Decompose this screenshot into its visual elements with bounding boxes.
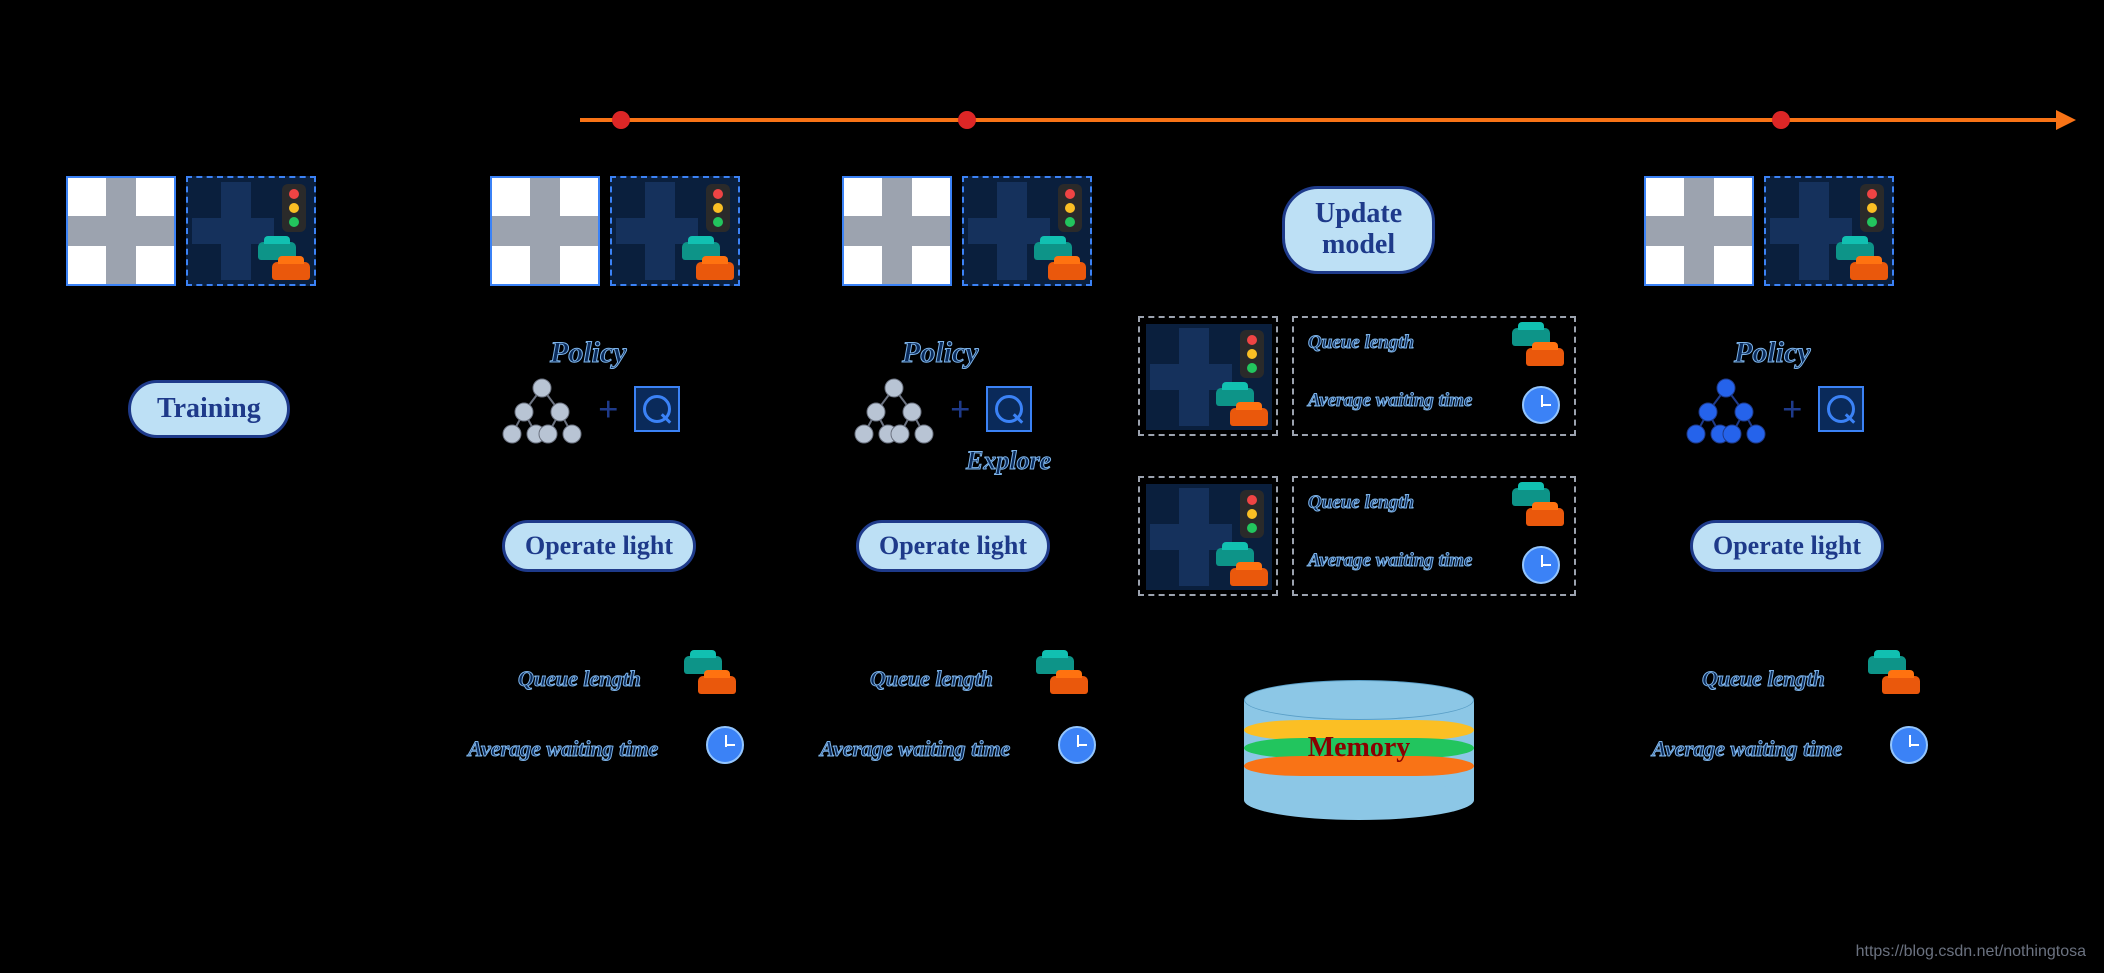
memory-label: Memory (1244, 732, 1474, 764)
operate-light-pill: Operate light (856, 520, 1050, 572)
cars-icon (1512, 328, 1564, 366)
tree-icon (1686, 376, 1766, 446)
intersection-icon (490, 176, 600, 286)
timeline (580, 118, 2060, 122)
policy-label: Policy (902, 336, 979, 370)
state-icon (1764, 176, 1894, 286)
clock-icon (1522, 546, 1560, 584)
cars-icon (684, 656, 736, 694)
state-icon (610, 176, 740, 286)
queue-length-label: Queue length (870, 666, 993, 692)
operate-light-label: Operate light (879, 531, 1027, 561)
avg-wait-label: Average waiting time (1308, 550, 1472, 572)
cars-icon (1512, 488, 1564, 526)
cars-icon (1868, 656, 1920, 694)
timeline-dot-3 (1772, 111, 1790, 129)
policy-label: Policy (1734, 336, 1811, 370)
traffic-light-icon (1860, 184, 1884, 232)
watermark: https://blog.csdn.net/nothingtosa (1856, 943, 2086, 961)
clock-icon (1522, 386, 1560, 424)
cars-icon (1216, 388, 1268, 426)
queue-length-label: Queue length (1702, 666, 1825, 692)
operate-light-pill: Operate light (502, 520, 696, 572)
traffic-light-icon (282, 184, 306, 232)
tree-icon (854, 376, 934, 446)
magnify-icon (1818, 386, 1864, 432)
intersection-icon (1644, 176, 1754, 286)
queue-length-label: Queue length (518, 666, 641, 692)
state-icon (186, 176, 316, 286)
cars-icon (1836, 242, 1888, 280)
operate-light-pill: Operate light (1690, 520, 1884, 572)
avg-wait-label: Average waiting time (820, 736, 1010, 762)
traffic-light-icon (1058, 184, 1082, 232)
sample-metrics-box: Queue length Average waiting time (1292, 316, 1576, 436)
clock-icon (1890, 726, 1928, 764)
traffic-light-icon (1240, 330, 1264, 378)
magnify-icon (986, 386, 1032, 432)
clock-icon (1058, 726, 1096, 764)
avg-wait-label: Average waiting time (1652, 736, 1842, 762)
plus-icon: + (598, 388, 619, 430)
queue-length-label: Queue length (1308, 332, 1414, 354)
cars-icon (1036, 656, 1088, 694)
avg-wait-label: Average waiting time (468, 736, 658, 762)
timeline-dot-1 (612, 111, 630, 129)
operate-light-label: Operate light (525, 531, 673, 561)
cars-icon (1216, 548, 1268, 586)
tree-icon (502, 376, 582, 446)
cars-icon (1034, 242, 1086, 280)
avg-wait-label: Average waiting time (1308, 390, 1472, 412)
plus-icon: + (950, 388, 971, 430)
traffic-light-icon (706, 184, 730, 232)
traffic-light-icon (1240, 490, 1264, 538)
explore-label: Explore (966, 446, 1051, 476)
sample-state-box (1138, 316, 1278, 436)
intersection-icon (66, 176, 176, 286)
memory-cylinder: Memory (1244, 680, 1474, 820)
policy-label: Policy (550, 336, 627, 370)
operate-light-label: Operate light (1713, 531, 1861, 561)
timeline-dot-2 (958, 111, 976, 129)
magnify-icon (634, 386, 680, 432)
clock-icon (706, 726, 744, 764)
intersection-icon (842, 176, 952, 286)
queue-length-label: Queue length (1308, 492, 1414, 514)
update-label-top: Update (1315, 199, 1402, 230)
state-icon (962, 176, 1092, 286)
update-model-pill: Update model (1282, 186, 1435, 274)
sample-state-box (1138, 476, 1278, 596)
plus-icon: + (1782, 388, 1803, 430)
cars-icon (258, 242, 310, 280)
training-label: Training (157, 393, 261, 425)
training-pill: Training (128, 380, 290, 438)
cars-icon (682, 242, 734, 280)
sample-metrics-box: Queue length Average waiting time (1292, 476, 1576, 596)
update-label-bottom: model (1322, 230, 1395, 261)
